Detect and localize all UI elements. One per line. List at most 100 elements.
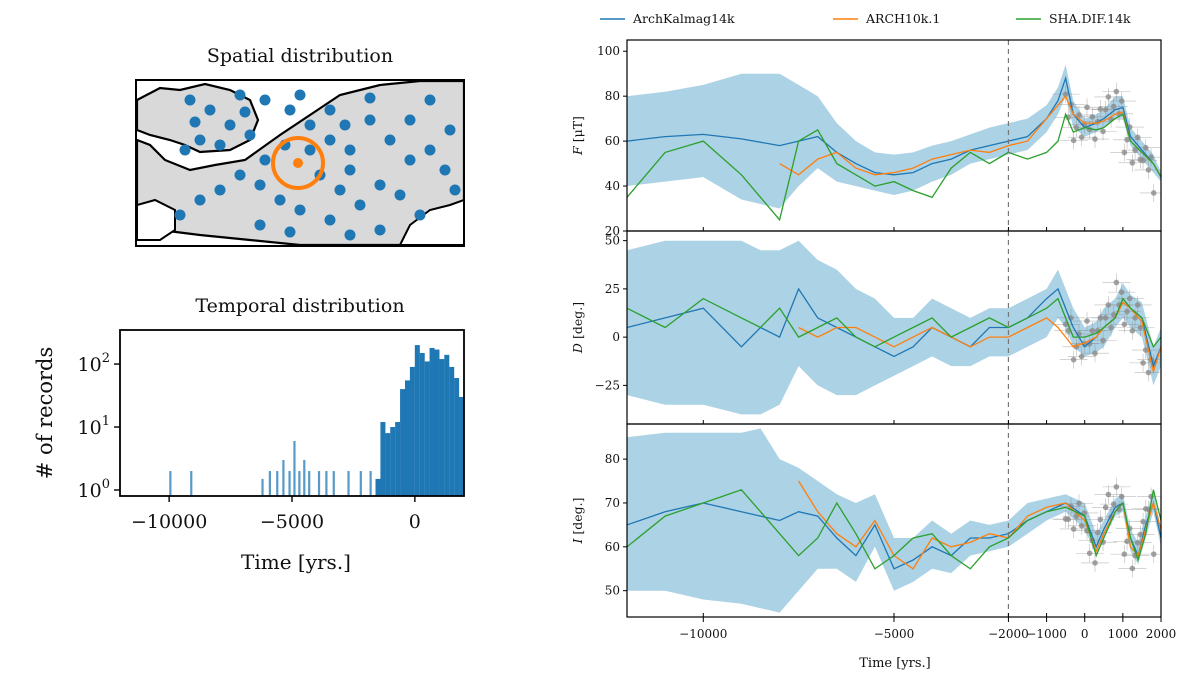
ytick-label: 100 — [597, 44, 620, 58]
histogram-xtick-label: −5000 — [260, 511, 324, 533]
ytick-label: 60 — [605, 134, 620, 148]
histogram-bar — [400, 389, 406, 496]
data-point — [1118, 289, 1125, 295]
data-point — [1076, 500, 1082, 507]
map-record-point — [294, 204, 306, 216]
data-point — [1137, 324, 1144, 331]
data-point — [1065, 516, 1072, 523]
data-point — [1145, 167, 1152, 173]
map-record-point — [404, 114, 416, 126]
histogram-bars — [169, 345, 465, 496]
histogram-bar — [424, 361, 430, 496]
data-point — [1073, 124, 1080, 131]
data-point — [1113, 484, 1120, 490]
uncertainty-band-F — [627, 64, 1161, 209]
data-point — [1132, 147, 1138, 153]
series-line-ARCH10k.1 — [779, 94, 1161, 178]
series-line-SHA.DIF.14k — [627, 297, 1161, 349]
data-point — [1100, 337, 1106, 344]
histogram-bar — [404, 380, 410, 496]
map-site-circle — [271, 136, 325, 190]
histogram-title: Temporal distribution — [195, 295, 404, 317]
histogram-bar — [390, 427, 396, 496]
map-record-point — [324, 104, 336, 116]
histogram-bar — [434, 349, 440, 496]
data-point — [1118, 493, 1125, 500]
histogram-bar — [409, 366, 415, 496]
data-point — [1078, 134, 1085, 140]
panel-F: 100 80 60 40 20 F [μT] — [570, 39, 1162, 238]
map-record-point — [424, 94, 436, 106]
histogram-xtick-label: 0 — [409, 511, 421, 533]
map-record-point — [214, 184, 226, 196]
map-title: Spatial distribution — [207, 45, 393, 67]
ytick-label: 20 — [605, 224, 620, 238]
map-record-point — [224, 119, 236, 131]
data-point — [1094, 327, 1101, 334]
map-record-point — [184, 94, 196, 106]
map-record-point — [254, 219, 266, 231]
data-point — [1124, 308, 1130, 315]
legend-label-shadif: SHA.DIF.14k — [1049, 11, 1131, 26]
map-record-point — [259, 94, 271, 106]
data-point — [1121, 551, 1128, 557]
data-point — [1118, 98, 1125, 104]
histogram-axes: −10000 −5000 0 100 101 102 — [78, 351, 421, 533]
histogram-bar — [303, 459, 306, 496]
histogram-ylabel: # of records — [33, 347, 57, 480]
panel-ylabel-F: F [μT] — [570, 116, 585, 156]
map-record-point — [374, 224, 386, 236]
map-record-point — [194, 134, 206, 146]
map-record-point — [439, 164, 451, 176]
ytick-label: 80 — [605, 89, 620, 103]
map-record-point — [239, 106, 251, 118]
data-point — [1110, 501, 1117, 507]
x-axis-label: Time [yrs.] — [859, 656, 931, 671]
xtick-label: −5000 — [874, 627, 915, 641]
histogram-ytick-label: 102 — [78, 351, 110, 376]
data-point — [1105, 94, 1112, 100]
histogram-bar — [454, 378, 460, 496]
series-line-ARCH10k.1 — [798, 480, 1161, 570]
map-record-point — [344, 164, 356, 176]
map-record-point — [179, 144, 191, 156]
data-point — [1150, 190, 1157, 196]
map-record-point — [234, 169, 246, 181]
data-point — [1132, 315, 1138, 321]
histogram-bar — [444, 354, 450, 496]
map-site-marker — [293, 158, 303, 168]
uncertainty-band-I — [627, 428, 1161, 613]
histogram-bar — [268, 471, 271, 496]
histogram-bar — [325, 471, 328, 496]
ytick-label: 25 — [605, 282, 620, 296]
data-point — [1150, 551, 1157, 557]
ytick-label: 70 — [605, 496, 620, 510]
data-point — [1092, 350, 1098, 357]
map-record-point — [339, 119, 351, 131]
histogram-bar — [385, 433, 391, 496]
map-record-point — [449, 184, 461, 196]
histogram-bar — [288, 471, 291, 496]
data-point — [1097, 516, 1104, 523]
histogram-bar — [190, 471, 193, 496]
histogram-bar — [375, 478, 381, 496]
map-record-point — [214, 139, 226, 151]
data-point — [1086, 550, 1093, 557]
histogram: −10000 −5000 0 100 101 102 # of records Time … — [33, 329, 465, 574]
histogram-bar — [449, 366, 455, 496]
histogram-bar — [419, 352, 425, 496]
histogram-bar — [298, 471, 301, 496]
data-point — [1134, 134, 1141, 141]
data-point — [1102, 106, 1109, 113]
data-point — [1142, 144, 1149, 151]
map-record-point — [444, 124, 456, 136]
histogram-bar — [359, 471, 362, 496]
data-point — [1134, 539, 1141, 546]
data-point — [1097, 106, 1104, 112]
series-line-SHA.DIF.14k — [627, 112, 1161, 222]
histogram-bar — [380, 422, 386, 496]
histogram-bar — [261, 478, 264, 496]
histogram-bar — [439, 359, 445, 496]
histogram-bar — [169, 471, 172, 496]
series-line-SHA.DIF.14k — [627, 489, 1161, 570]
